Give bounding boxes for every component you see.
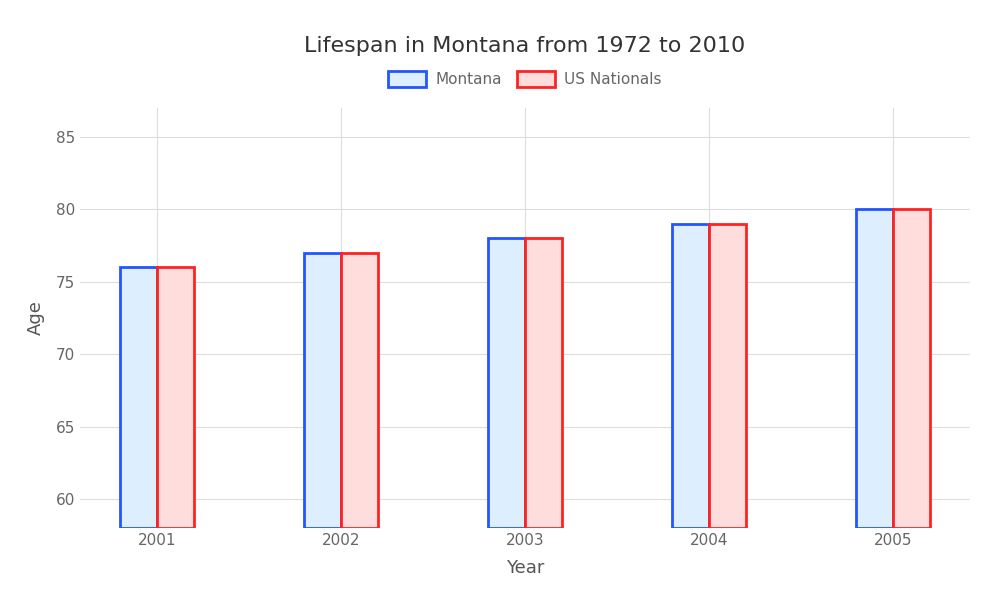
Bar — [341, 253, 378, 528]
Legend: Montana, US Nationals: Montana, US Nationals — [382, 65, 668, 94]
Bar — [856, 209, 893, 528]
Y-axis label: Age: Age — [27, 301, 45, 335]
Bar — [709, 224, 746, 528]
X-axis label: Year: Year — [506, 559, 544, 577]
Title: Lifespan in Montana from 1972 to 2010: Lifespan in Montana from 1972 to 2010 — [304, 37, 746, 56]
Bar — [893, 209, 930, 528]
Bar — [672, 224, 709, 528]
Bar — [120, 268, 157, 528]
Bar — [304, 253, 341, 528]
Bar — [157, 268, 194, 528]
Bar — [525, 238, 562, 528]
Bar — [488, 238, 525, 528]
